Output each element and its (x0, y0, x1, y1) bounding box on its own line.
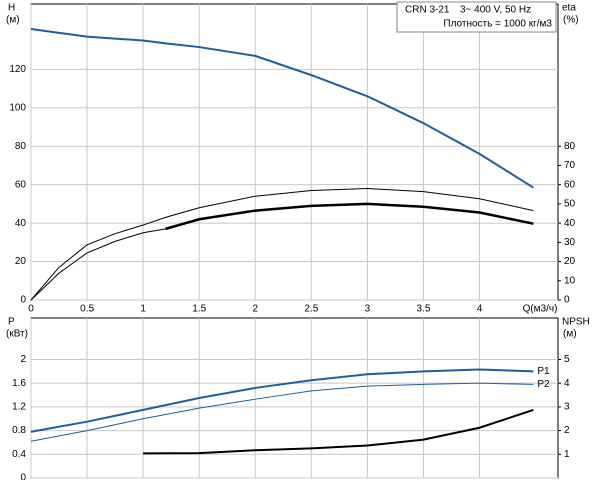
y-tick-label: 40 (15, 218, 27, 229)
y-tick-label: 0.4 (12, 449, 26, 460)
y-axis-unit: (кВт) (6, 329, 28, 340)
y-tick-label: 0.8 (12, 425, 26, 436)
x-tick-label: 1 (140, 304, 146, 315)
y-tick-label: 0 (20, 295, 26, 306)
x-tick-label: 0.5 (80, 304, 94, 315)
x-tick-label: 2 (252, 304, 258, 315)
y2-axis-label: eta (562, 3, 576, 14)
x-tick-label: 2.5 (304, 304, 318, 315)
info-text: Плотность = 1000 кг/м3 (443, 19, 552, 30)
series-line (165, 202, 534, 231)
x-tick-label: 0 (28, 304, 34, 315)
y-axis-label: H (8, 3, 15, 14)
y2-tick-label: 40 (564, 218, 576, 229)
y2-tick-label: 0 (564, 295, 570, 306)
y-tick-label: 1.2 (12, 402, 26, 413)
y2-tick-label: 4 (564, 378, 570, 389)
y-tick-label: 1.6 (12, 378, 26, 389)
series-line (30, 188, 534, 301)
y2-tick-label: 2 (564, 425, 570, 436)
y2-axis-unit: (%) (563, 15, 579, 26)
series-line (30, 203, 534, 301)
series-line (30, 27, 534, 189)
info-box (396, 1, 557, 33)
y-tick-label: 100 (9, 102, 26, 113)
y-tick-label: 0 (20, 473, 26, 480)
info-text: 3~ 400 V, 50 Hz (460, 5, 531, 16)
x-tick-label: 3 (365, 304, 371, 315)
plot-area (30, 3, 559, 301)
y2-tick-label: 5 (564, 354, 570, 365)
y2-tick-label: 1 (564, 449, 570, 460)
y2-axis-unit: (м) (563, 329, 577, 340)
series-line (143, 409, 534, 455)
series-line (30, 382, 534, 442)
y2-tick-label: 30 (564, 237, 576, 248)
series-line (30, 368, 534, 433)
info-text: CRN 3-21 (405, 5, 450, 16)
y2-tick-label: 70 (564, 160, 576, 171)
x-axis-label: Q(м3/ч) (523, 304, 558, 315)
x-tick-label: 4 (477, 304, 483, 315)
y-tick-label: 60 (15, 179, 27, 190)
x-tick-label: 1.5 (192, 304, 206, 315)
y2-tick-label: 3 (564, 402, 570, 413)
x-tick-label: 3.5 (416, 304, 430, 315)
y-tick-label: 120 (9, 64, 26, 75)
y2-tick-label: 60 (564, 179, 576, 190)
y2-tick-label: 80 (564, 141, 576, 152)
series-label: P1 (537, 366, 550, 377)
y2-tick-label: 20 (564, 256, 576, 267)
y-axis-unit: (м) (6, 15, 20, 26)
y2-axis-label: NPSH (562, 317, 590, 328)
y-tick-label: 20 (15, 256, 27, 267)
y-axis-label: P (8, 317, 15, 328)
series-label: P2 (537, 379, 550, 390)
y-tick-label: 2 (20, 354, 26, 365)
y2-tick-label: 50 (564, 199, 576, 210)
y-tick-label: 80 (15, 141, 27, 152)
y2-tick-label: 10 (564, 275, 576, 286)
